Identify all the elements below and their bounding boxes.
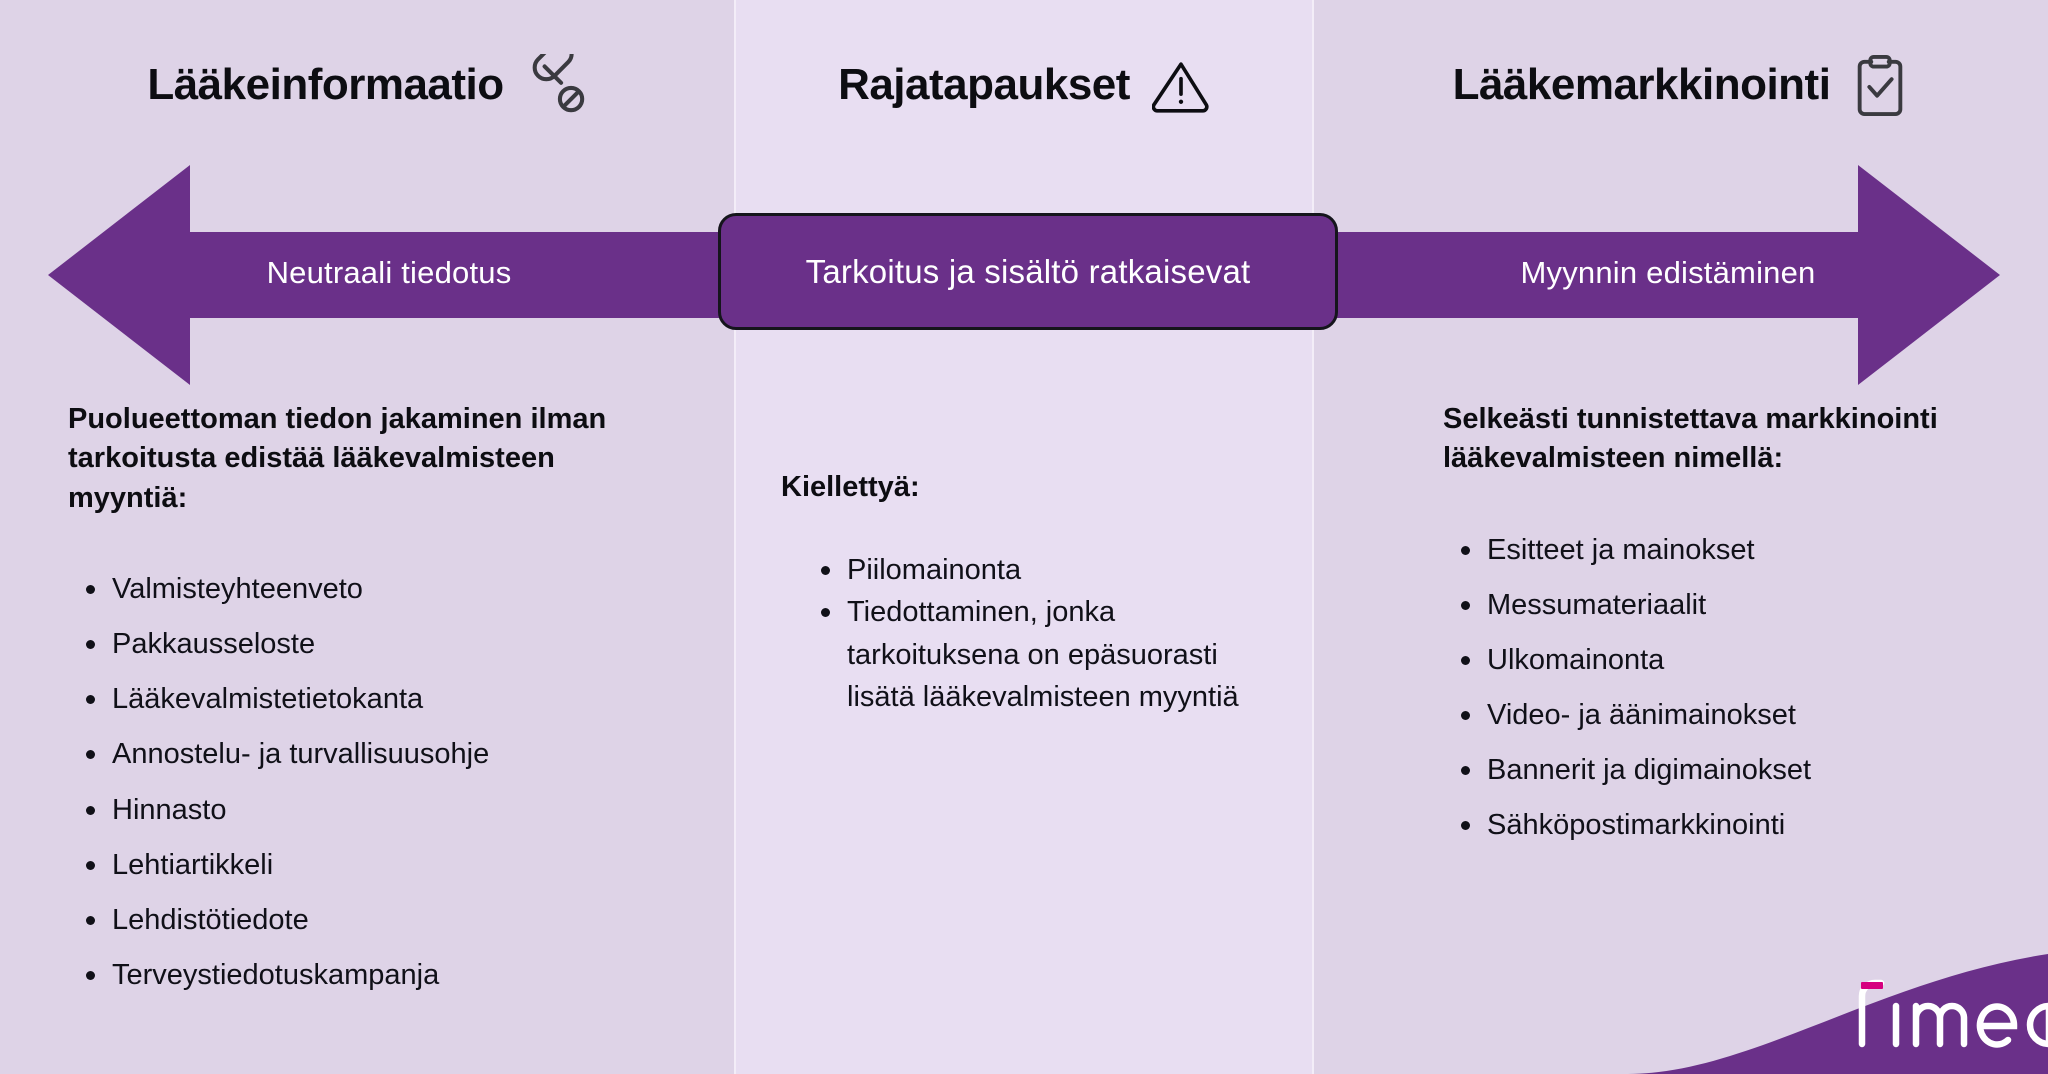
list-item: Sähköpostimarkkinointi: [1443, 804, 1988, 846]
arrow-label-left: Neutraali tiedotus: [266, 255, 512, 290]
list-item: Messumateriaalit: [1443, 584, 1988, 626]
pill-capsule-icon: [526, 40, 588, 116]
clipboard-check-icon: [1852, 54, 1908, 116]
page-title-right: Lääkemarkkinointi: [1452, 60, 1831, 109]
bullet-list-left: Valmisteyhteenveto Pakkausseloste Lääkev…: [68, 568, 675, 995]
arrow-label-right: Myynnin edistäminen: [1520, 255, 1816, 290]
list-item: Valmisteyhteenveto: [68, 568, 675, 610]
column-background-left: [0, 0, 735, 1074]
column-background-middle: [735, 0, 1313, 1074]
list-item: Annostelu- ja turvallisuusohje: [68, 733, 675, 775]
list-item: Lehtiartikkeli: [68, 844, 675, 886]
spectrum-center-badge-label: Tarkoitus ja sisältö ratkaisevat: [805, 252, 1251, 290]
bullet-list-middle: Piilomainonta Tiedottaminen, jonka tarko…: [781, 549, 1263, 717]
column-heading-middle: Kiellettyä:: [781, 471, 920, 503]
list-item: Lehdistötiedote: [68, 899, 675, 941]
list-item: Hinnasto: [68, 789, 675, 831]
list-item: Terveystiedotuskampanja: [68, 954, 675, 996]
warning-triangle-icon: [1151, 56, 1210, 114]
column-heading-right: Selkeästi tunnistettava markkinointi lää…: [1443, 403, 1938, 475]
list-item: Piilomainonta: [803, 549, 1263, 591]
column-body-middle: Kiellettyä: Piilomainonta Tiedottaminen,…: [735, 400, 1313, 718]
list-item: Pakkausseloste: [68, 623, 675, 665]
column-header-left: Lääkeinformaatio: [0, 40, 735, 120]
column-heading-left: Puolueettoman tiedon jakaminen ilman tar…: [68, 403, 607, 514]
column-header-right: Lääkemarkkinointi: [1313, 50, 2048, 120]
fimea-logo: [1628, 884, 2048, 1074]
column-body-right: Selkeästi tunnistettava markkinointi lää…: [1313, 400, 2048, 859]
spectrum-center-badge: Tarkoitus ja sisältö ratkaisevat: [718, 213, 1338, 330]
list-item: Video- ja äänimainokset: [1443, 694, 1988, 736]
column-divider-left: [734, 0, 736, 1074]
page-title-middle: Rajatapaukset: [838, 60, 1130, 109]
list-item: Bannerit ja digimainokset: [1443, 749, 1988, 791]
list-item: Lääkevalmistetietokanta: [68, 678, 675, 720]
page-title-left: Lääkeinformaatio: [147, 60, 504, 109]
column-body-left: Puolueettoman tiedon jakaminen ilman tar…: [0, 400, 735, 1009]
column-divider-right: [1312, 0, 1314, 1074]
column-background-right: [1313, 0, 2048, 1074]
list-item: Ulkomainonta: [1443, 639, 1988, 681]
fimea-accent-bar: [1861, 982, 1883, 989]
list-item: Esitteet ja mainokset: [1443, 529, 1988, 571]
column-header-middle: Rajatapaukset: [735, 50, 1313, 120]
bullet-list-right: Esitteet ja mainokset Messumateriaalit U…: [1443, 529, 1988, 846]
list-item: Tiedottaminen, jonka tarkoituksena on ep…: [803, 591, 1263, 717]
